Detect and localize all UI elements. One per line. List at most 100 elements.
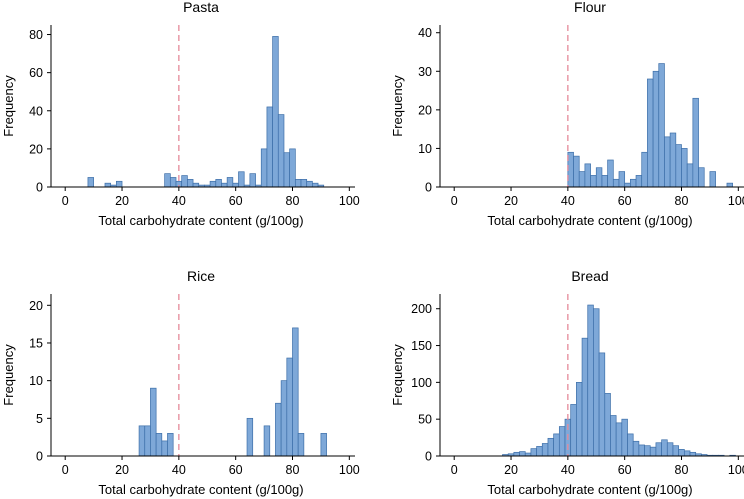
y-tick-label: 15 — [29, 336, 43, 350]
histogram-bar — [590, 175, 597, 188]
x-axis-label: Total carbohydrate content (g/100g) — [98, 213, 303, 228]
y-axis-label: Frequency — [390, 344, 405, 406]
histogram-bar — [698, 167, 705, 188]
histogram-bar — [581, 337, 589, 457]
x-tick-label: 100 — [339, 194, 360, 208]
histogram-bar — [612, 178, 620, 188]
y-tick-label: 20 — [29, 142, 43, 156]
histogram-bar — [266, 106, 273, 188]
histogram-bar — [598, 352, 606, 457]
histogram-bar — [306, 180, 313, 188]
x-tick-label: 60 — [229, 463, 243, 477]
x-tick-label: 60 — [618, 463, 632, 477]
x-tick-label: 20 — [504, 463, 518, 477]
histogram-bar — [541, 443, 549, 457]
histogram-bar — [678, 449, 685, 457]
y-tick-label: 20 — [418, 103, 432, 117]
histogram-bar — [238, 171, 245, 188]
histogram-bar — [692, 97, 699, 188]
histogram-bar — [221, 182, 228, 188]
histogram-bar — [621, 418, 628, 457]
y-tick-label: 100 — [411, 376, 432, 390]
histogram-bar — [232, 182, 239, 188]
x-tick-label: 0 — [451, 463, 458, 477]
histogram-bar — [675, 144, 682, 188]
x-tick-label: 80 — [675, 463, 689, 477]
y-tick-label: 0 — [36, 181, 43, 195]
x-axis-label: Total carbohydrate content (g/100g) — [487, 213, 692, 228]
histogram-bar — [669, 132, 677, 188]
panel-rice: Rice Total carbohydrate content (g/100g)… — [1, 268, 360, 497]
histogram-bar — [536, 446, 543, 457]
histogram-bar — [226, 177, 234, 188]
histogram-bar — [138, 425, 146, 457]
y-tick-label: 0 — [36, 450, 43, 464]
histogram-bar — [260, 148, 268, 188]
panel-title: Bread — [571, 268, 608, 284]
histogram-bar — [632, 440, 640, 457]
histogram-bar — [547, 437, 554, 457]
histogram-bar — [558, 426, 566, 457]
y-tick-label: 0 — [425, 181, 432, 195]
histogram-bar — [658, 63, 665, 188]
histogram-bar — [289, 148, 296, 188]
histogram-bar — [297, 433, 305, 457]
x-tick-label: 40 — [561, 463, 575, 477]
x-tick-label: 80 — [286, 463, 300, 477]
histogram-bar — [630, 178, 637, 188]
histogram-bar — [593, 308, 600, 457]
histogram-bar — [283, 152, 291, 188]
histogram-bar — [286, 357, 293, 457]
histogram-bar — [320, 433, 327, 457]
histogram-bar — [104, 182, 112, 188]
y-tick-label: 0 — [425, 450, 432, 464]
histogram-bar — [627, 433, 634, 457]
y-tick-label: 30 — [418, 65, 432, 79]
x-tick-label: 100 — [339, 463, 360, 477]
histogram-bar — [144, 425, 151, 457]
histogram-bar — [649, 446, 657, 457]
y-tick-label: 5 — [36, 412, 43, 426]
x-tick-label: 80 — [675, 194, 689, 208]
histogram-bar — [187, 179, 194, 188]
x-tick-label: 100 — [728, 194, 744, 208]
x-tick-label: 80 — [286, 194, 300, 208]
histogram-bar — [655, 442, 662, 457]
histogram-bar — [161, 440, 168, 457]
histogram-bar — [607, 159, 614, 188]
histogram-bar — [666, 442, 674, 457]
histogram-bar — [624, 182, 631, 188]
histogram-bar — [641, 151, 648, 188]
histogram-bar — [272, 36, 279, 188]
panel-title: Flour — [574, 0, 606, 15]
x-tick-label: 60 — [229, 194, 243, 208]
y-tick-label: 10 — [418, 142, 432, 156]
histogram-bar — [618, 171, 626, 188]
y-tick-label: 60 — [29, 66, 43, 80]
histogram-bar — [681, 148, 688, 188]
histogram-bar — [215, 179, 222, 188]
panel-pasta: Pasta Total carbohydrate content (g/100g… — [1, 0, 360, 228]
histogram-bar — [530, 448, 537, 457]
histogram-bar — [192, 182, 200, 188]
histogram-bar — [635, 175, 643, 188]
x-tick-label: 40 — [561, 194, 575, 208]
histogram-bar — [672, 445, 680, 457]
x-tick-label: 20 — [115, 463, 129, 477]
histogram-bar — [644, 445, 651, 457]
histogram-bar — [115, 180, 123, 188]
histogram-bar — [587, 304, 594, 457]
histogram-bar — [513, 451, 520, 457]
x-tick-label: 0 — [62, 194, 69, 208]
y-tick-label: 80 — [29, 28, 43, 42]
y-tick-label: 40 — [29, 104, 43, 118]
histogram-bar — [209, 180, 217, 188]
histogram-bar — [661, 439, 668, 457]
histogram-bar — [294, 179, 302, 188]
histogram-bar — [263, 425, 271, 457]
histogram-bar — [553, 433, 560, 457]
histogram-bar — [155, 433, 163, 457]
x-tick-label: 60 — [618, 194, 632, 208]
panel-flour: Flour Total carbohydrate content (g/100g… — [390, 0, 744, 228]
